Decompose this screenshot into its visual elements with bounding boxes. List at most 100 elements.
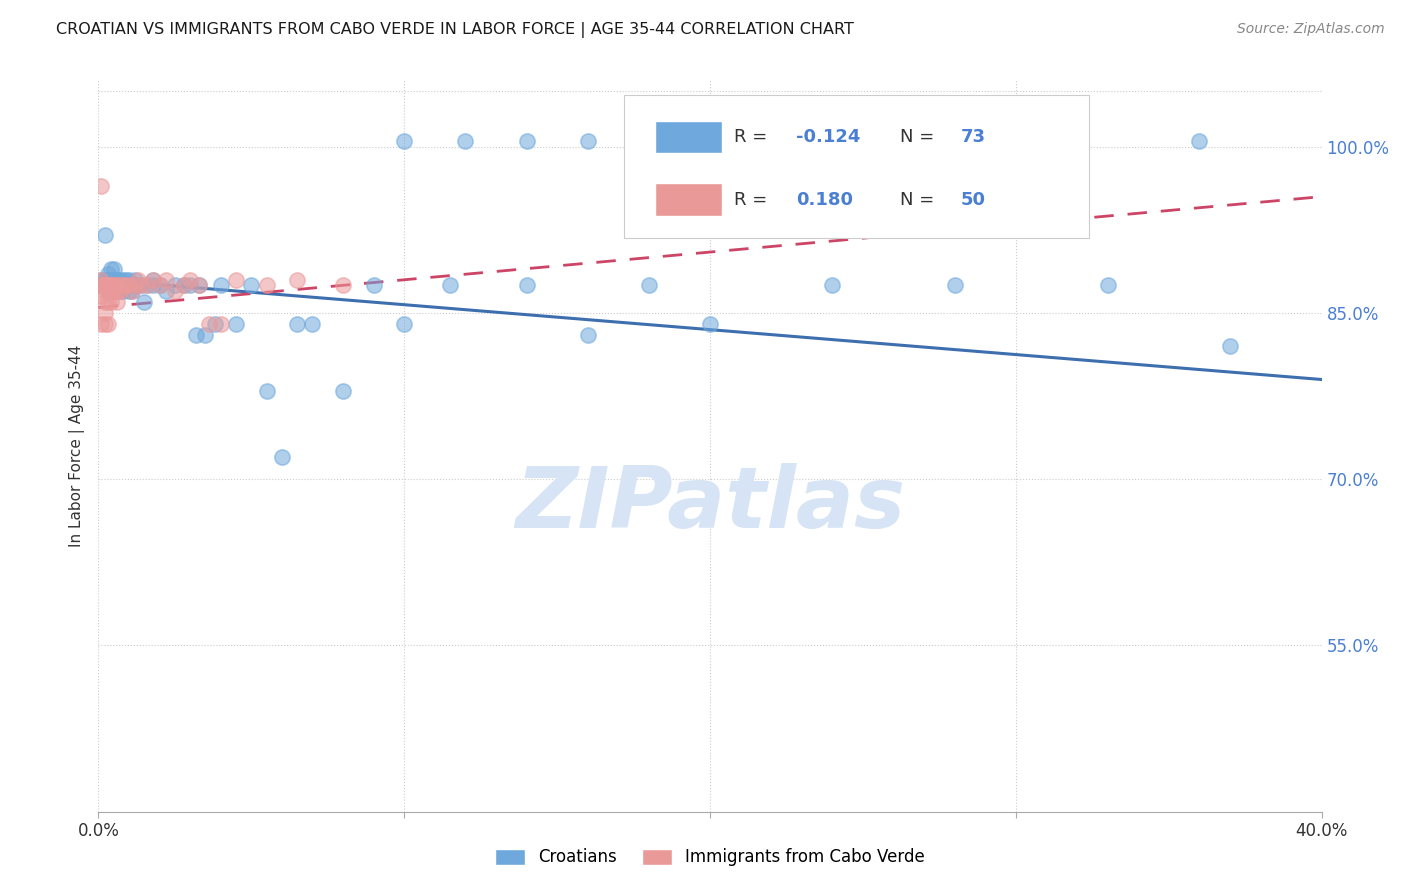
Point xyxy=(90,317,112,331)
Point xyxy=(100,273,122,287)
Point xyxy=(194,328,217,343)
Point xyxy=(105,273,128,287)
Point xyxy=(115,278,138,293)
Point xyxy=(97,294,120,309)
Text: N =: N = xyxy=(900,128,939,146)
FancyBboxPatch shape xyxy=(655,183,723,216)
Point xyxy=(121,284,143,298)
Point xyxy=(163,284,186,298)
Point xyxy=(225,273,247,287)
Text: 73: 73 xyxy=(960,128,986,146)
Point xyxy=(105,278,128,293)
Point xyxy=(100,278,122,293)
Point xyxy=(943,278,966,293)
Point xyxy=(90,289,112,303)
Point xyxy=(270,450,292,464)
Point xyxy=(209,278,232,293)
Point xyxy=(93,228,115,243)
Point xyxy=(93,284,115,298)
Point xyxy=(1066,134,1088,148)
Point xyxy=(103,278,125,293)
Point xyxy=(118,278,141,293)
Point xyxy=(100,278,122,293)
Point xyxy=(103,284,125,298)
Legend: Croatians, Immigrants from Cabo Verde: Croatians, Immigrants from Cabo Verde xyxy=(488,841,932,873)
Point xyxy=(108,278,131,293)
Point xyxy=(111,278,134,293)
Point xyxy=(974,134,997,148)
Point xyxy=(285,273,308,287)
Point xyxy=(97,284,120,298)
Point xyxy=(699,134,721,148)
Point xyxy=(111,273,134,287)
Point xyxy=(576,134,599,148)
Point xyxy=(129,278,152,293)
Point xyxy=(97,273,120,287)
Point xyxy=(90,278,112,293)
Y-axis label: In Labor Force | Age 35-44: In Labor Force | Age 35-44 xyxy=(69,345,86,547)
Point xyxy=(105,294,128,309)
Point xyxy=(637,278,661,293)
Point xyxy=(118,278,141,293)
Point xyxy=(115,273,138,287)
Point xyxy=(1188,134,1211,148)
Point xyxy=(121,284,143,298)
Text: Source: ZipAtlas.com: Source: ZipAtlas.com xyxy=(1237,22,1385,37)
Point xyxy=(186,328,208,343)
Point xyxy=(392,134,416,148)
Point xyxy=(124,278,146,293)
Point xyxy=(100,261,122,276)
Point xyxy=(149,278,172,293)
Point xyxy=(105,284,128,298)
Point xyxy=(93,278,115,293)
Point xyxy=(1097,278,1119,293)
Point xyxy=(118,284,141,298)
Point xyxy=(363,278,385,293)
Point xyxy=(179,278,201,293)
Point xyxy=(142,273,165,287)
FancyBboxPatch shape xyxy=(624,95,1090,237)
Point xyxy=(129,278,152,293)
Point xyxy=(103,278,125,293)
FancyBboxPatch shape xyxy=(655,120,723,153)
Point xyxy=(93,278,115,293)
Point xyxy=(97,278,120,293)
Point xyxy=(108,278,131,293)
Point xyxy=(111,278,134,293)
Point xyxy=(821,278,844,293)
Point xyxy=(256,278,278,293)
Point xyxy=(576,328,599,343)
Point xyxy=(90,178,112,193)
Point xyxy=(821,134,844,148)
Point xyxy=(105,278,128,293)
Point xyxy=(516,278,538,293)
Point xyxy=(759,134,782,148)
Text: R =: R = xyxy=(734,191,773,209)
Point xyxy=(115,278,138,293)
Point xyxy=(454,134,477,148)
Point xyxy=(121,278,143,293)
Point xyxy=(103,278,125,293)
Point xyxy=(225,317,247,331)
Point xyxy=(103,273,125,287)
Point xyxy=(136,278,159,293)
Text: R =: R = xyxy=(734,128,773,146)
Point xyxy=(142,278,165,293)
Point xyxy=(883,134,905,148)
Point xyxy=(105,273,128,287)
Point xyxy=(155,273,177,287)
Point xyxy=(103,284,125,298)
Point xyxy=(108,278,131,293)
Point xyxy=(240,278,263,293)
Point xyxy=(103,261,125,276)
Point xyxy=(637,134,661,148)
Text: N =: N = xyxy=(900,191,939,209)
Point xyxy=(105,284,128,298)
Point xyxy=(93,294,115,309)
Point xyxy=(188,278,211,293)
Point xyxy=(124,278,146,293)
Point xyxy=(256,384,278,398)
Point xyxy=(155,284,177,298)
Point xyxy=(188,278,211,293)
Point xyxy=(100,278,122,293)
